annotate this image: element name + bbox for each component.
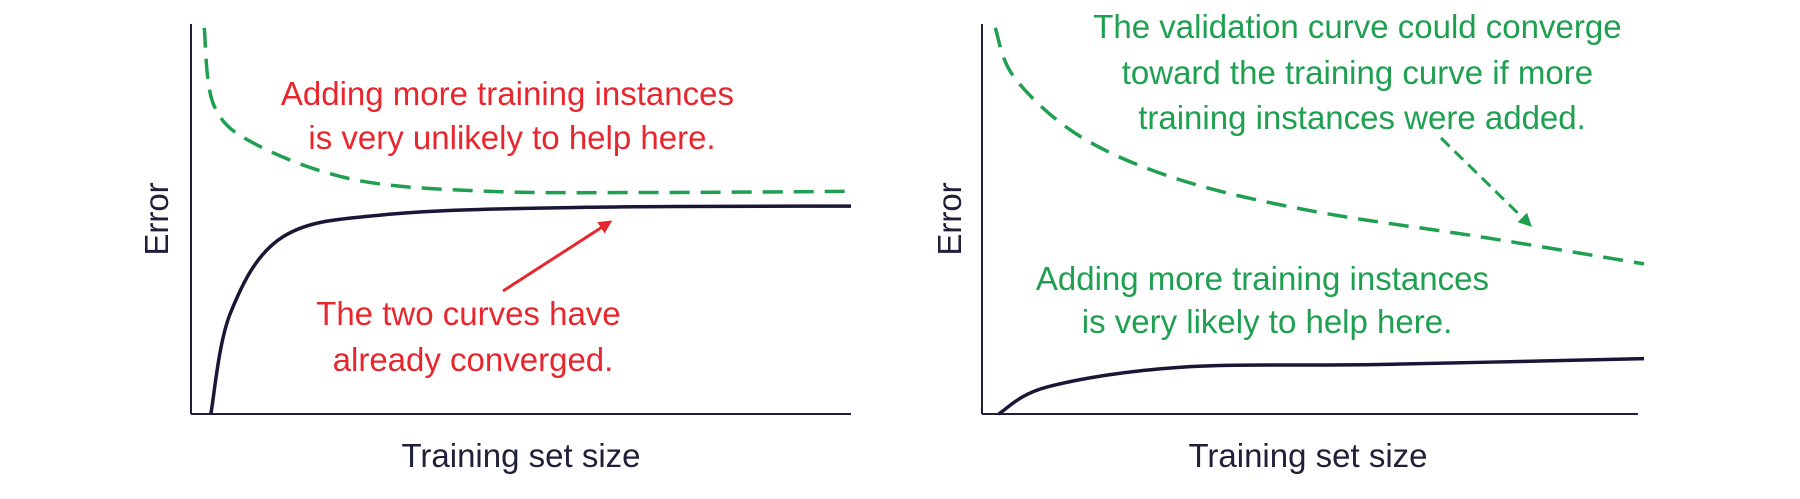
left-converged-annotation: The two curves have already converged. — [316, 295, 630, 378]
left-y-axis-label: Error — [138, 182, 175, 255]
right-bottom-annotation-line-2: is very likely to help here. — [1082, 303, 1453, 340]
right-y-axis-label: Error — [931, 182, 968, 255]
right-training-curve — [997, 356, 1645, 416]
left-validation-curve — [202, 27, 852, 195]
right-panel: Error Training set size The validation c… — [931, 8, 1645, 474]
right-top-annotation-line-2: toward the training curve if more — [1122, 54, 1593, 91]
left-panel: Error Training set size Adding more trai… — [138, 24, 852, 474]
right-top-annotation-line-1: The validation curve could converge — [1093, 8, 1621, 45]
left-top-annotation: Adding more training instances is very u… — [281, 75, 743, 156]
left-converged-annotation-line-1: The two curves have — [316, 295, 620, 332]
right-x-axis-label: Training set size — [1188, 437, 1427, 474]
left-top-annotation-line-2: is very unlikely to help here. — [308, 119, 715, 156]
left-converged-arrow — [502, 220, 613, 293]
left-training-curve — [209, 204, 852, 415]
left-top-annotation-line-1: Adding more training instances — [281, 75, 734, 112]
right-converge-arrow — [1439, 136, 1532, 227]
left-x-axis-label: Training set size — [401, 437, 640, 474]
left-converged-annotation-line-2: already converged. — [333, 341, 614, 378]
right-bottom-annotation-line-1: Adding more training instances — [1036, 260, 1489, 297]
right-top-annotation: The validation curve could converge towa… — [1093, 8, 1630, 136]
right-bottom-annotation: Adding more training instances is very l… — [1036, 260, 1498, 340]
right-validation-curve — [993, 27, 1645, 266]
right-top-annotation-line-3: training instances were added. — [1138, 99, 1586, 136]
